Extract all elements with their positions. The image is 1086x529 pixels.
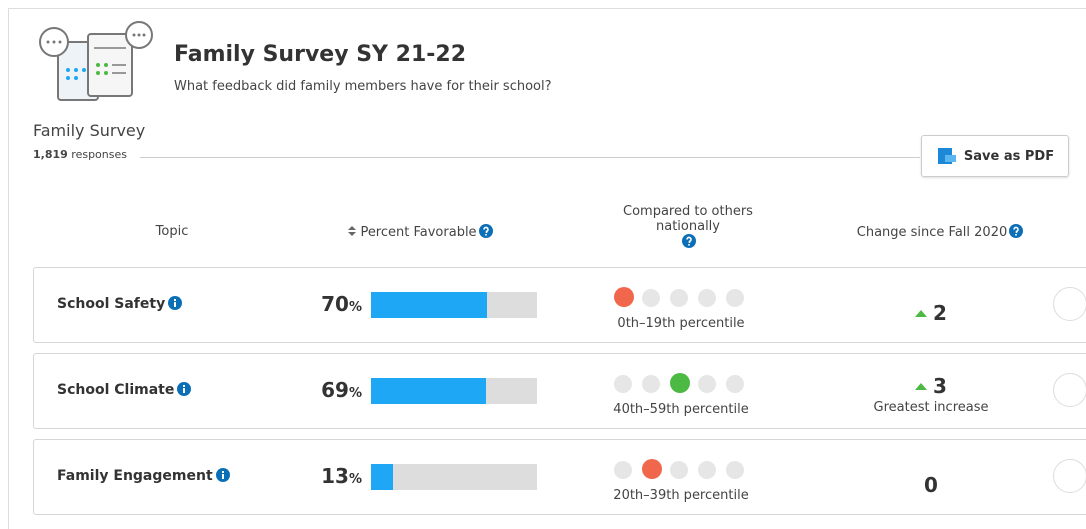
- bar-track: [371, 292, 537, 318]
- table-row[interactable]: Family Engagement 13% 20th–39th percentile…: [33, 439, 1086, 515]
- percent-value: 13: [321, 464, 349, 488]
- percent: 70%: [321, 292, 362, 316]
- title: Family Survey SY 21-22: [174, 42, 466, 67]
- percent-value: 69: [321, 378, 349, 402]
- trend-up-arrow: [915, 383, 927, 390]
- change-value: 3: [933, 374, 947, 398]
- bar: [371, 378, 486, 404]
- help-icon: [682, 234, 696, 248]
- column-header: Topic: [72, 224, 272, 239]
- percent-unit: %: [349, 300, 362, 315]
- rank-dot: [698, 375, 716, 393]
- change: 2: [831, 301, 1031, 325]
- divider: [140, 157, 920, 158]
- page: Family Survey SY 21-22 What feedback did…: [0, 0, 1086, 520]
- bar-track: [371, 464, 537, 490]
- topic-text: Family Engagement: [57, 468, 213, 484]
- topic-text: School Climate: [57, 382, 174, 398]
- rank-dot-active: [670, 373, 690, 393]
- rank-dot-active: [642, 459, 662, 479]
- topic: School Climate: [57, 382, 191, 398]
- change: 3: [831, 374, 1031, 398]
- column-header: Compared to others nationally: [590, 204, 786, 250]
- column-header: Change since Fall 2020: [830, 224, 1050, 240]
- column-header-text: Change since Fall 2020: [857, 225, 1008, 240]
- sort-icon[interactable]: [347, 225, 357, 237]
- help-icon: [479, 224, 493, 238]
- table-row[interactable]: School Safety 70% 0th–19th percentile 2: [33, 267, 1086, 343]
- change-value: 2: [933, 301, 947, 325]
- rank-dot: [642, 375, 660, 393]
- rank-dot: [726, 289, 744, 307]
- percentile: 40th–59th percentile: [581, 402, 781, 417]
- column-header-text: Percent Favorable: [360, 225, 476, 240]
- info-icon: [177, 382, 191, 396]
- save-pdf-button[interactable]: Save as PDF: [921, 135, 1069, 177]
- percent-value: 70: [321, 292, 349, 316]
- rank-dot: [698, 289, 716, 307]
- rank-dot: [726, 461, 744, 479]
- row-arrow-button[interactable]: [1053, 459, 1086, 493]
- rank-dot: [614, 375, 632, 393]
- info-icon: [168, 296, 182, 310]
- rank-dot: [698, 461, 716, 479]
- survey-icon: [38, 20, 156, 104]
- change-value: 0: [924, 473, 938, 497]
- subtitle: What feedback did family members have fo…: [174, 79, 552, 94]
- row-arrow-button[interactable]: [1053, 287, 1086, 321]
- percent-unit: %: [349, 472, 362, 487]
- topic: School Safety: [57, 296, 182, 312]
- responses-label: responses: [71, 148, 127, 161]
- responses-count: 1,819: [33, 148, 68, 161]
- topic-text: School Safety: [57, 296, 165, 312]
- rank-dot: [670, 289, 688, 307]
- info-icon: [216, 468, 230, 482]
- column-header-text: Compared to others nationally: [608, 204, 768, 234]
- trend-up-arrow: [915, 310, 927, 317]
- percent: 13%: [321, 464, 362, 488]
- bar: [371, 292, 487, 318]
- percent: 69%: [321, 378, 362, 402]
- rank-dot: [670, 461, 688, 479]
- row-arrow-button[interactable]: [1053, 373, 1086, 407]
- pdf-icon: [936, 147, 956, 165]
- percentile: 20th–39th percentile: [581, 488, 781, 503]
- column-header-text: Topic: [156, 224, 189, 239]
- table-row[interactable]: School Climate 69% 40th–59th percentile 3 Gr…: [33, 353, 1086, 429]
- change: 0: [831, 473, 1031, 497]
- percent-unit: %: [349, 386, 362, 401]
- rank-dot: [726, 375, 744, 393]
- help-icon: [1009, 224, 1023, 238]
- rank-dot: [614, 461, 632, 479]
- bar: [371, 464, 393, 490]
- percentile: 0th–19th percentile: [581, 316, 781, 331]
- rank-dot: [642, 289, 660, 307]
- column-header: Percent Favorable: [320, 224, 520, 240]
- section-title: Family Survey: [33, 121, 145, 140]
- bar-track: [371, 378, 537, 404]
- topic: Family Engagement: [57, 468, 230, 484]
- rank-dot-active: [614, 287, 634, 307]
- save-pdf-label: Save as PDF: [964, 149, 1054, 164]
- change-note: Greatest increase: [831, 400, 1031, 415]
- responses: 1,819 responses: [33, 148, 127, 161]
